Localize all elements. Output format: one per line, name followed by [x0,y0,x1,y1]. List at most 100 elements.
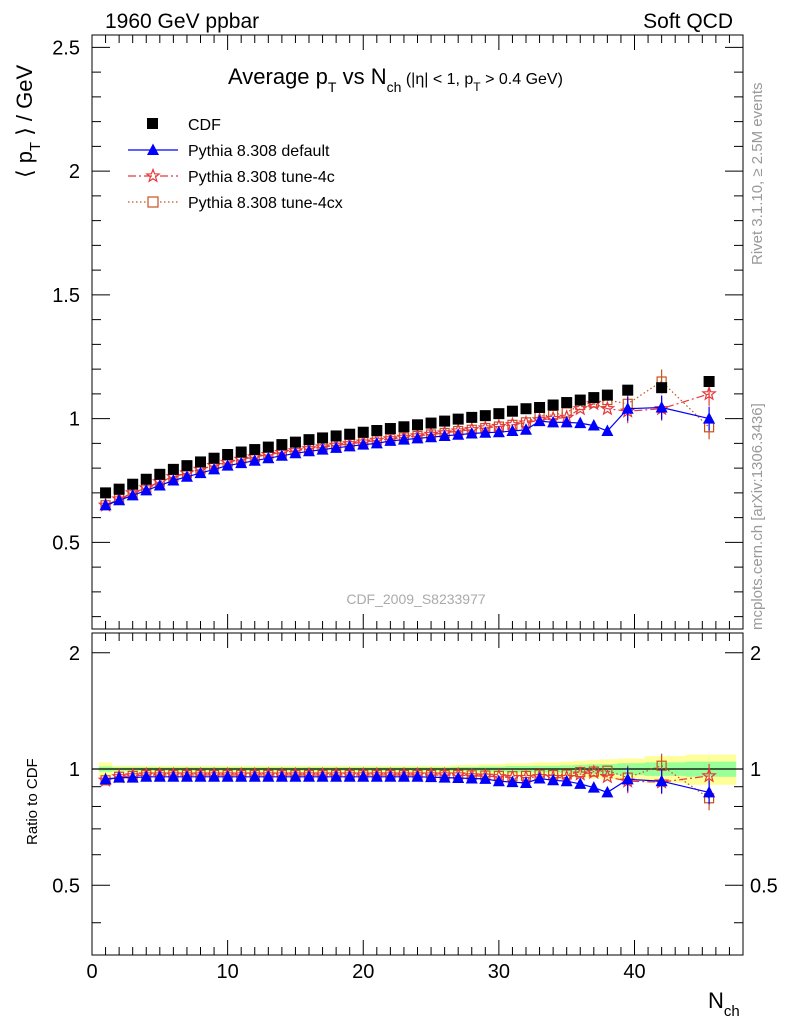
main-triangle-point [655,400,668,413]
main-triangle-point [99,498,112,511]
ratio-triangle-point [303,770,315,782]
ratio-triangle-point [465,772,478,784]
ratio-triangle-point [194,770,207,782]
legend-label-cdf: CDF [188,117,221,134]
x-tick-label: 30 [488,961,510,983]
ratio-triangle-point [343,770,356,782]
main-triangle-point [370,436,383,449]
ratio-triangle-point [180,770,193,782]
main-square-point [154,468,166,480]
main-triangle-point [465,426,478,439]
main-triangle-point [262,451,275,464]
main-triangle-point [560,415,573,428]
main-triangle-point [330,441,343,453]
main-triangle-point [208,462,221,475]
ratio-y-tick-label-left: 0.5 [52,875,80,897]
x-tick-label: 20 [352,961,374,983]
main-square-point [493,408,505,420]
main-square-point [100,487,112,499]
main-square-point [167,463,179,475]
ratio-y-axis-label: Ratio to CDF [24,758,41,845]
main-square-point [208,452,220,464]
ratio-triangle-point [411,770,424,782]
main-star-line [105,393,710,506]
main-panel: 0.5 1 1.5 2 2.5 Average pT vs Nch (|η| < 1, … [12,34,744,630]
main-square-point [520,403,532,415]
main-square-point [703,376,715,387]
main-triangle-point [492,425,505,438]
ratio-triangle-point [384,770,397,782]
main-square-point [479,410,491,422]
ratio-triangle-point [153,770,166,782]
main-square-point [371,425,383,437]
main-square-point [303,434,315,446]
main-square-point [622,384,634,396]
ratio-triangle-point [621,772,634,785]
main-triangle-point [235,456,248,469]
main-square-point [547,399,559,411]
ratio-triangle-point [520,776,532,789]
main-star-point [701,385,717,401]
ratio-triangle-point [506,775,519,788]
legend-marker-tune-4c [145,167,161,183]
legend-item-tune-4cx: Pythia 8.308 tune-4cx [128,195,343,212]
x-axis-label: Nch [708,988,740,1020]
main-square-point [249,444,261,456]
main-square-point [384,423,396,435]
ratio-open-square-point [602,765,613,776]
main-square-point [656,382,668,394]
main-y-tick-labels: 0.5 1 1.5 2 2.5 [52,37,80,554]
main-triangle-point [425,430,438,443]
ratio-y-tick-label-left: 1 [69,759,80,781]
ratio-y-tick-labels: 0.5 0.5 1 1 2 2 [52,643,778,898]
main-square-point [127,478,139,490]
main-square-point [181,460,193,472]
x-tick-label: 40 [623,961,645,983]
main-triangle-point [180,470,193,482]
ratio-triangle-point [492,774,505,787]
ratio-triangle-point [438,771,451,783]
main-triangle-point [520,423,532,435]
ratio-triangle-point [167,770,180,782]
main-triangle-point [547,415,560,428]
ratio-triangle-point [357,770,370,782]
y-tick-label: 2.5 [52,37,80,59]
main-triangle-point [194,466,207,479]
main-square-point [330,430,342,442]
main-triangle-point [316,443,329,455]
main-axis-ticks [91,35,744,629]
header-left: 1960 GeV ppbar [105,10,259,33]
chart-title: Average pT vs Nch (|η| < 1, pT > 0.4 GeV… [228,64,563,95]
main-star-point [572,400,589,416]
main-triangle-point [452,428,465,440]
main-square-point [235,446,247,458]
ratio-triangle-point [262,770,275,782]
ratio-triangle-point [126,771,139,783]
main-square-point [561,397,573,409]
legend-label-tune-4c: Pythia 8.308 tune-4c [188,169,335,186]
ratio-triangle-point [452,771,465,783]
legend-label-tune-4cx: Pythia 8.308 tune-4cx [188,195,343,212]
main-square-point [452,413,464,425]
ratio-star-point [585,764,602,780]
ratio-triangle-point [99,772,112,785]
x-tick-labels: 0 10 20 30 40 [86,961,645,983]
main-y-axis-label: ⟨ pT ⟩ / GeV [12,65,44,178]
main-triangle-point [140,483,153,496]
legend-item-cdf: CDF [147,117,221,134]
ratio-triangle-point [140,770,153,782]
main-square-point [276,439,288,451]
main-triangle-point [438,429,451,441]
ratio-triangle-point [601,785,614,798]
main-square-point [601,389,613,401]
ratio-triangle-point [560,774,573,787]
main-triangle-point [221,459,234,471]
main-triangle-point [113,493,126,506]
main-triangle-point [574,416,587,429]
main-square-point [317,432,329,444]
y-tick-label: 0.5 [52,532,80,554]
ratio-triangle-point [221,770,234,782]
main-square-point [344,428,356,440]
ratio-triangle-point [587,781,600,793]
main-triangle-point [303,444,315,457]
